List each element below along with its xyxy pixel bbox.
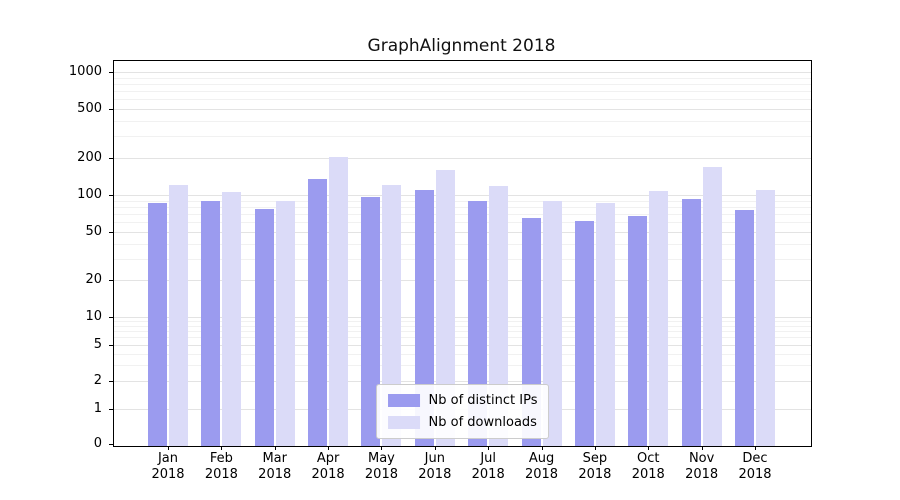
bar-downloads: [222, 191, 242, 446]
bar-downloads: [329, 157, 349, 446]
bar-distinct-ips: [254, 208, 274, 446]
x-tick-label: Oct 2018: [631, 451, 665, 482]
bar-distinct-ips: [308, 179, 328, 446]
gridline-major: [114, 157, 811, 159]
plot-inner: [114, 61, 811, 446]
gridline-minor: [114, 325, 811, 327]
legend-swatch-distinct-ips: [387, 394, 420, 407]
gridline-minor: [114, 258, 811, 260]
bar-distinct-ips: [201, 200, 221, 446]
x-tick-label: Jan 2018: [151, 451, 185, 482]
gridline-minor: [114, 77, 811, 79]
y-tick-label: 5: [93, 336, 102, 352]
x-tick-label: Jul 2018: [471, 451, 505, 482]
bar-downloads: [649, 190, 669, 446]
gridline-minor: [114, 365, 811, 367]
plot-area: Nb of distinct IPs Nb of downloads: [113, 60, 812, 447]
gridline-minor: [114, 120, 811, 122]
bar-distinct-ips: [574, 221, 594, 446]
y-tick-label: 2: [93, 373, 102, 389]
bar-distinct-ips: [361, 197, 381, 446]
y-tick-label: 1000: [68, 64, 102, 79]
gridline-major: [114, 195, 811, 196]
x-tick-label: Aug 2018: [524, 451, 559, 482]
x-tick-label: Jun 2018: [418, 451, 452, 482]
gridline-minor: [114, 213, 811, 215]
y-tick-label: 200: [77, 149, 102, 165]
gridline-major: [114, 72, 811, 73]
bar-downloads: [756, 190, 775, 446]
bar-downloads: [169, 185, 188, 446]
chart-title: GraphAlignment 2018: [367, 36, 556, 56]
bar-distinct-ips: [628, 215, 648, 446]
gridline-major: [114, 344, 811, 346]
bar-downloads: [702, 167, 722, 446]
gridline-minor: [114, 206, 811, 208]
gridline-minor: [114, 243, 811, 245]
bar-distinct-ips: [735, 210, 754, 446]
legend: Nb of distinct IPs Nb of downloads: [375, 384, 550, 439]
y-tick-label: 0: [93, 436, 102, 451]
bar-downloads: [489, 186, 509, 446]
gridline-major: [114, 317, 811, 318]
gridline-minor: [114, 83, 811, 85]
y-tick-label: 500: [77, 101, 102, 117]
x-tick-label: Feb 2018: [204, 451, 238, 482]
gridline-minor: [114, 200, 811, 202]
gridline-minor: [114, 353, 811, 355]
legend-label-distinct-ips: Nb of distinct IPs: [428, 393, 538, 408]
gridline-major: [114, 109, 811, 111]
bar-downloads: [275, 200, 295, 446]
gridline-minor: [114, 136, 811, 138]
gridline-major: [114, 381, 811, 383]
gridline-minor: [114, 91, 811, 93]
gridline-minor: [114, 331, 811, 333]
bar-distinct-ips: [681, 199, 701, 446]
legend-label-downloads: Nb of downloads: [428, 415, 537, 430]
x-tick-label: Dec 2018: [738, 451, 772, 482]
gridline-minor: [114, 337, 811, 339]
legend-item-downloads: Nb of downloads: [387, 415, 538, 430]
bar-distinct-ips: [148, 202, 167, 446]
legend-swatch-downloads: [387, 416, 420, 429]
y-tick-label: 20: [85, 272, 102, 288]
x-tick-label: Sep 2018: [578, 451, 612, 482]
legend-item-distinct-ips: Nb of distinct IPs: [387, 393, 538, 408]
y-tick-label: 1: [93, 401, 102, 416]
gridline-minor: [114, 222, 811, 224]
y-tick-label: 50: [85, 223, 102, 239]
x-tick-label: Mar 2018: [258, 451, 292, 482]
y-tick-label: 100: [77, 187, 102, 202]
bar-distinct-ips: [414, 189, 434, 446]
gridline-major: [114, 280, 811, 282]
bar-downloads: [382, 185, 402, 446]
bar-downloads: [595, 202, 615, 446]
x-tick-label: Apr 2018: [311, 451, 345, 482]
gridline-minor: [114, 321, 811, 323]
gridline-major: [114, 231, 811, 233]
x-tick-label: May 2018: [364, 451, 398, 482]
y-tick-label: 10: [85, 309, 102, 324]
gridline-minor: [114, 99, 811, 101]
x-tick-label: Nov 2018: [685, 451, 719, 482]
bar-downloads: [435, 170, 455, 446]
